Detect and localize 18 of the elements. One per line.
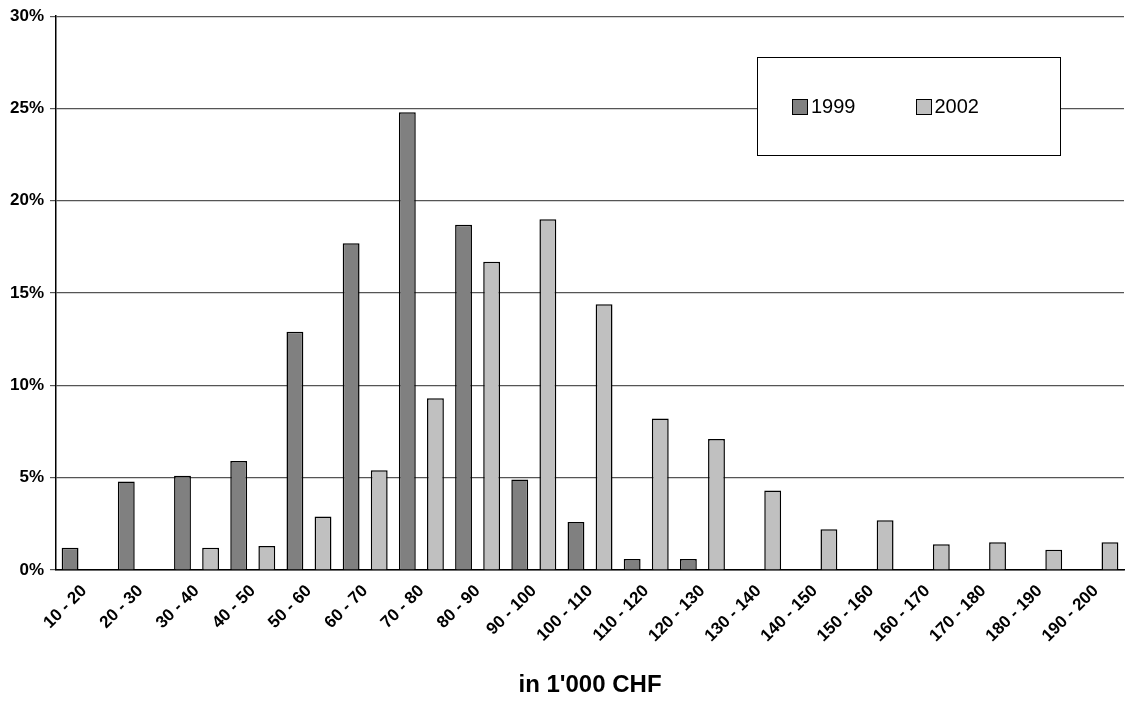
- x-tick-label: 70 - 80: [376, 580, 428, 632]
- x-tick-label: 50 - 60: [264, 580, 316, 632]
- x-tick-label: 10 - 20: [39, 580, 91, 632]
- y-tick-label: 15%: [9, 282, 45, 302]
- legend-label: 2002: [934, 95, 979, 119]
- x-tick-label: 80 - 90: [432, 580, 484, 632]
- legend-label: 1999: [811, 95, 856, 119]
- y-tick-label: 10%: [9, 375, 45, 395]
- y-tick-label: 0%: [19, 559, 45, 579]
- y-tick-label: 30%: [9, 5, 45, 25]
- x-axis-title: in 1'000 CHF: [518, 670, 662, 698]
- x-tick-label: 20 - 30: [95, 580, 147, 632]
- x-tick-label: 60 - 70: [320, 580, 372, 632]
- x-tick-label: 30 - 40: [151, 580, 203, 632]
- x-tick-label: 40 - 50: [208, 580, 259, 632]
- y-tick-label: 5%: [19, 467, 45, 487]
- y-tick-label: 25%: [9, 98, 45, 118]
- y-tick-label: 20%: [9, 190, 45, 210]
